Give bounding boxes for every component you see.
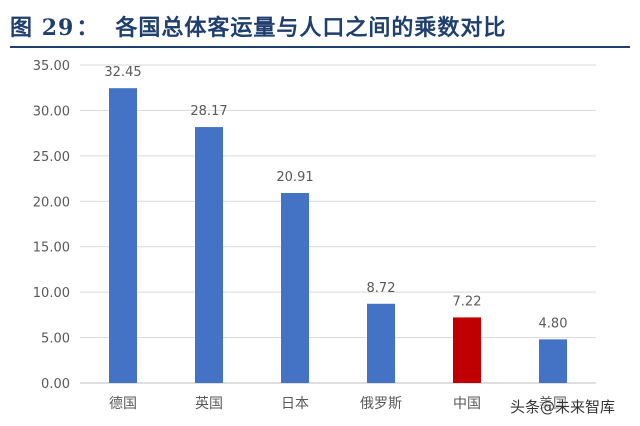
data-labels: 32.45 28.17 20.91 8.72 7.22 4.80 bbox=[104, 65, 567, 331]
figure-title-text: 各国总体客运量与人口之间的乘数对比 bbox=[115, 15, 507, 41]
title-underline bbox=[10, 46, 630, 48]
gridlines bbox=[80, 64, 596, 384]
bar bbox=[195, 127, 223, 384]
y-tick-label: 20.00 bbox=[33, 195, 70, 210]
y-tick-label: 15.00 bbox=[33, 241, 70, 256]
y-tick-label: 25.00 bbox=[33, 150, 70, 165]
y-tick-label: 5.00 bbox=[41, 332, 70, 347]
data-label: 7.22 bbox=[453, 294, 482, 309]
data-label: 20.91 bbox=[276, 170, 313, 185]
y-tick-label: 10.00 bbox=[33, 286, 70, 301]
x-tick-label: 中国 bbox=[453, 396, 481, 412]
x-tick-label: 日本 bbox=[281, 396, 309, 412]
y-axis-ticks: 0.00 5.00 10.00 15.00 20.00 25.00 30.00 35.00 bbox=[33, 59, 70, 392]
data-label: 4.80 bbox=[539, 316, 568, 331]
bars bbox=[109, 88, 567, 384]
figure-title: 图 29： 各国总体客运量与人口之间的乘数对比 bbox=[10, 8, 630, 44]
title-separator: ： bbox=[76, 15, 100, 41]
data-label: 32.45 bbox=[104, 65, 141, 80]
y-tick-label: 0.00 bbox=[41, 377, 70, 392]
data-label: 8.72 bbox=[367, 281, 396, 296]
figure-number: 29 bbox=[41, 15, 75, 41]
x-tick-label: 俄罗斯 bbox=[360, 396, 402, 412]
bar bbox=[453, 317, 481, 383]
y-tick-label: 35.00 bbox=[33, 59, 70, 74]
x-axis-ticks: 德国 英国 日本 俄罗斯 中国 美国 bbox=[109, 395, 567, 412]
figure-label-text: 图 bbox=[10, 15, 34, 41]
bar bbox=[539, 339, 567, 383]
x-tick-label: 英国 bbox=[195, 395, 223, 412]
source-watermark: 头条@未来智库 bbox=[510, 398, 616, 416]
y-tick-label: 30.00 bbox=[33, 104, 70, 119]
bar bbox=[281, 193, 309, 383]
x-tick-label: 美国 bbox=[539, 396, 567, 412]
x-tick-label: 德国 bbox=[109, 396, 137, 412]
data-label: 28.17 bbox=[190, 104, 227, 119]
figure-label: 图 29： bbox=[10, 10, 101, 42]
bar bbox=[109, 88, 137, 383]
bar bbox=[367, 303, 395, 383]
